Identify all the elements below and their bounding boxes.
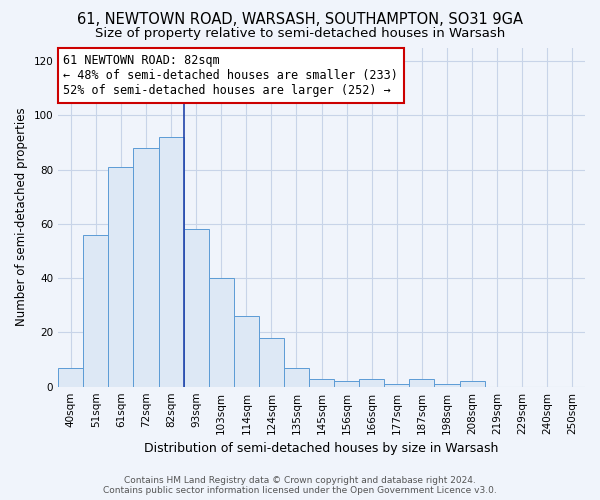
Bar <box>184 230 209 386</box>
Text: Contains HM Land Registry data © Crown copyright and database right 2024.
Contai: Contains HM Land Registry data © Crown c… <box>103 476 497 495</box>
Bar <box>234 316 259 386</box>
Bar <box>133 148 158 386</box>
Bar <box>109 167 133 386</box>
Bar <box>434 384 460 386</box>
Text: 61, NEWTOWN ROAD, WARSASH, SOUTHAMPTON, SO31 9GA: 61, NEWTOWN ROAD, WARSASH, SOUTHAMPTON, … <box>77 12 523 28</box>
Text: Size of property relative to semi-detached houses in Warsash: Size of property relative to semi-detach… <box>95 28 505 40</box>
Bar <box>284 368 309 386</box>
Bar <box>460 382 485 386</box>
Bar <box>209 278 234 386</box>
Bar <box>58 368 83 386</box>
Bar <box>83 234 109 386</box>
Bar <box>309 378 334 386</box>
Bar <box>409 378 434 386</box>
Bar <box>158 137 184 386</box>
Y-axis label: Number of semi-detached properties: Number of semi-detached properties <box>15 108 28 326</box>
X-axis label: Distribution of semi-detached houses by size in Warsash: Distribution of semi-detached houses by … <box>145 442 499 455</box>
Text: 61 NEWTOWN ROAD: 82sqm
← 48% of semi-detached houses are smaller (233)
52% of se: 61 NEWTOWN ROAD: 82sqm ← 48% of semi-det… <box>64 54 398 98</box>
Bar <box>359 378 385 386</box>
Bar <box>334 382 359 386</box>
Bar <box>259 338 284 386</box>
Bar <box>385 384 409 386</box>
